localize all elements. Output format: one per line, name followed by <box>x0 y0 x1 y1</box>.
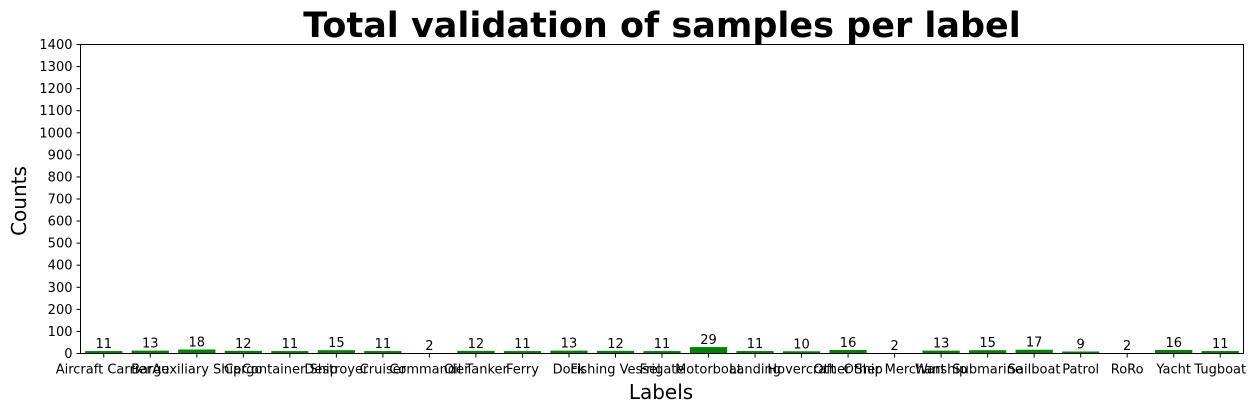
bar-value-label: 13 <box>561 337 578 352</box>
bar-value-label: 18 <box>189 336 206 351</box>
bar-value-label: 13 <box>933 337 950 352</box>
y-tick-label: 1100 <box>39 104 72 119</box>
bar-value-label: 15 <box>328 336 345 351</box>
bars-layer <box>85 347 1239 354</box>
x-tick-label: Container Ship <box>242 363 338 378</box>
bar <box>131 350 169 354</box>
x-tick-label: Motorboat <box>675 363 742 378</box>
y-tick-label: 200 <box>48 303 73 318</box>
x-tick-label: Cruiser <box>360 363 407 378</box>
bar <box>1155 349 1193 354</box>
bar <box>1201 351 1239 354</box>
x-tick-label: Submarine <box>952 363 1023 378</box>
bar <box>643 351 681 354</box>
y-tick-label: 300 <box>48 281 73 296</box>
bar-value-label: 17 <box>1026 336 1043 351</box>
y-tick-label: 500 <box>48 237 73 252</box>
bar <box>224 350 262 354</box>
x-tick-label: Commander <box>389 363 470 378</box>
chart-title: Total validation of samples per label <box>303 6 1021 46</box>
bar <box>178 349 216 354</box>
y-axis-label: Counts <box>7 166 31 236</box>
x-tick-label: Yacht <box>1155 363 1191 378</box>
bar <box>922 350 960 354</box>
bar <box>969 350 1007 354</box>
x-tick-label: Warship <box>915 363 967 378</box>
bar <box>503 351 542 354</box>
x-tick-label: Destroyer <box>304 363 369 378</box>
y-tick-label: 1400 <box>39 38 72 53</box>
x-tick-label: Landing <box>729 363 781 378</box>
bar <box>271 351 309 354</box>
x-tick-label: Barge <box>131 363 169 378</box>
y-tick-label: 700 <box>48 193 73 208</box>
x-tick-label: Fishing Vessel <box>570 363 660 378</box>
bar <box>736 351 774 354</box>
x-tick-label: Oil Tanker <box>444 363 509 378</box>
bar-value-label: 11 <box>1212 337 1229 352</box>
y-tick-label: 400 <box>48 259 73 274</box>
plot-frame <box>80 44 1244 354</box>
bar-value-label: 11 <box>95 337 112 352</box>
bar-value-label: 11 <box>654 337 671 352</box>
bar <box>317 350 355 354</box>
bar <box>550 350 588 354</box>
bar-value-label: 2 <box>425 339 433 354</box>
bar-value-label: 16 <box>1165 336 1182 351</box>
y-tick-label: 1200 <box>39 82 72 97</box>
bar-value-label: 13 <box>142 337 159 352</box>
bar-value-label: 12 <box>607 337 624 352</box>
x-tick-label: Other Merchant <box>844 363 946 378</box>
y-tick-label: 100 <box>48 325 73 340</box>
y-tick-label: 900 <box>48 148 73 163</box>
x-tick-label: Cargo <box>224 363 262 378</box>
x-tick-label: Frigate <box>640 363 685 378</box>
x-tick-label: Tugboat <box>1193 363 1246 378</box>
bar-value-label: 11 <box>747 337 764 352</box>
bar-value-label: 16 <box>840 336 857 351</box>
bar <box>85 351 123 354</box>
bar-value-label: 2 <box>1123 339 1131 354</box>
y-tick-label: 1000 <box>39 126 72 141</box>
y-tick-label: 600 <box>48 215 73 230</box>
bar-value-label: 29 <box>700 333 717 348</box>
y-axis-ticks: 0 100 200 300 400 500 600 700 800 900 1000 1100 1200… <box>39 38 81 362</box>
y-tick-label: 0 <box>64 347 72 362</box>
bar <box>1062 351 1100 354</box>
x-tick-label: Auxiliary Ship <box>152 363 241 378</box>
x-tick-label: RoRo <box>1111 363 1144 378</box>
bar-labels-layer: 11 13 18 12 11 15 11 2 12 11 13 12 11 29 11 10 16 2 13 15 17… <box>95 333 1228 354</box>
x-axis-label: Labels <box>629 380 693 404</box>
x-tick-label: Other Ship <box>813 363 882 378</box>
bar-value-label: 11 <box>282 337 299 352</box>
x-tick-label: Dock <box>553 363 586 378</box>
bar-value-label: 11 <box>375 337 392 352</box>
bar-value-label: 15 <box>979 336 996 351</box>
bar-value-label: 12 <box>235 337 252 352</box>
x-tick-label: Patrol <box>1062 363 1099 378</box>
bar <box>457 350 495 354</box>
x-tick-label: Hovercraft <box>767 363 835 378</box>
y-tick-label: 1300 <box>39 60 72 75</box>
x-tick-label: Aircraft Carrier <box>56 363 153 378</box>
bar-value-label: 9 <box>1077 338 1085 353</box>
x-tick-label: Sailboat <box>1008 363 1061 378</box>
bar-value-label: 10 <box>793 337 810 352</box>
bar <box>689 347 728 354</box>
bar <box>829 349 867 354</box>
bar <box>596 350 635 354</box>
bar <box>1015 349 1053 354</box>
bar <box>364 351 402 354</box>
bar-value-label: 2 <box>890 339 898 354</box>
bar-value-label: 12 <box>468 337 485 352</box>
y-tick-label: 800 <box>48 170 73 185</box>
bar <box>782 351 821 354</box>
bar-value-label: 11 <box>514 337 531 352</box>
x-tick-label: Ferry <box>506 363 539 378</box>
